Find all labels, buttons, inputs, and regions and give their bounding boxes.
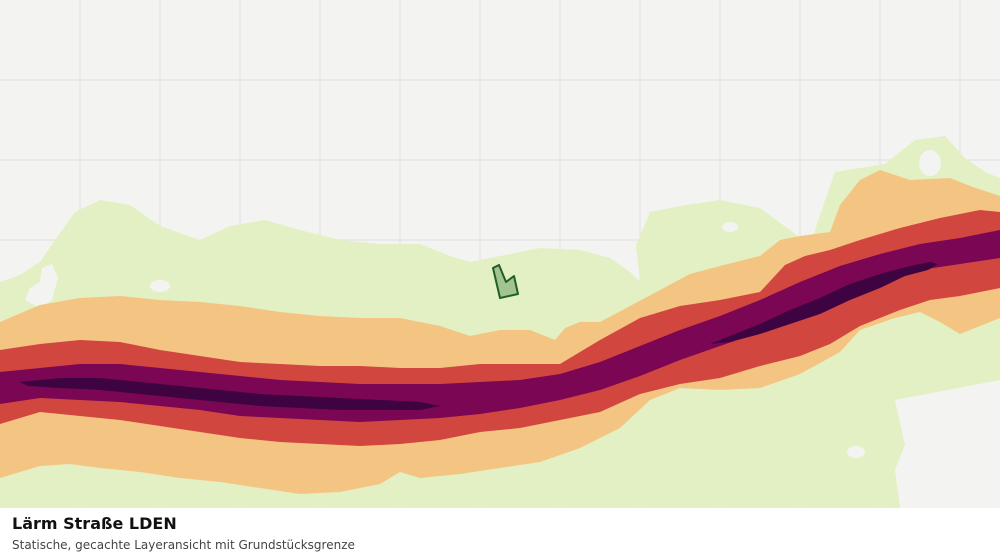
noise-zone-purple bbox=[0, 230, 1000, 422]
noise-zone-gap bbox=[25, 264, 58, 308]
noise-zone-gap bbox=[919, 150, 941, 176]
layer-subtitle: Statische, gecachte Layeransicht mit Gru… bbox=[12, 538, 355, 552]
parcel-boundary[interactable] bbox=[492, 264, 519, 299]
noise-zone-gap bbox=[150, 280, 170, 292]
noise-zone-gap bbox=[895, 380, 1000, 508]
layer-title: Lärm Straße LDEN bbox=[12, 514, 177, 533]
noise-zone-highest bbox=[710, 262, 938, 344]
noise-zone-gap bbox=[722, 222, 738, 232]
noise-zone-highest bbox=[20, 378, 440, 410]
layer-legend: Lärm Straße LDEN Statische, gecachte Lay… bbox=[0, 508, 1000, 560]
noise-zone-gap bbox=[847, 446, 865, 458]
